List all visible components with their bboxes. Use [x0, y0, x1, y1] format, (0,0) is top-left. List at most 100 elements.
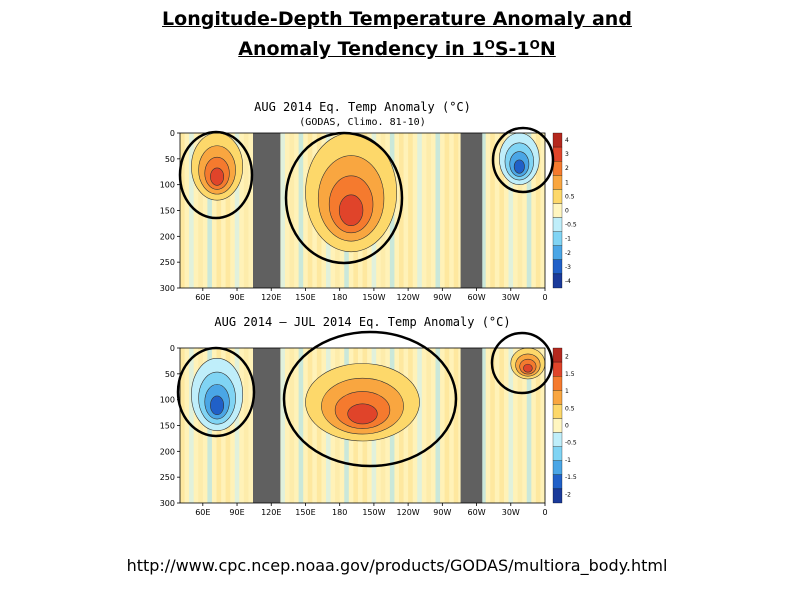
field-streak: [225, 133, 231, 288]
land-mask: [460, 133, 483, 288]
field-streak: [216, 133, 222, 288]
x-tick-label: 180: [332, 508, 347, 517]
colorbar-swatch: [552, 488, 563, 504]
x-tick-label: 150E: [295, 508, 315, 517]
x-tick-label: 0: [542, 508, 547, 517]
field-streak: [490, 348, 495, 503]
colorbar-swatch: [552, 361, 563, 377]
field-streak: [517, 133, 523, 288]
y-tick-label: 0: [170, 129, 175, 138]
field-streak: [453, 348, 459, 503]
colorbar-label: 0.5: [565, 405, 575, 412]
field-streak: [499, 348, 504, 503]
field-streak: [408, 133, 413, 288]
colorbar-swatch: [552, 245, 563, 260]
colorbar-swatch: [552, 432, 563, 447]
source-url: http://www.cpc.ncep.noaa.gov/products/GO…: [126, 556, 668, 575]
highlight-circle: [282, 330, 458, 468]
x-tick-label: 30W: [502, 508, 520, 517]
colorbar-swatch: [552, 189, 563, 204]
colorbar-swatch: [552, 474, 563, 490]
field-streak: [298, 133, 304, 288]
title-line-1: Longitude-Depth Temperature Anomaly and: [162, 8, 632, 30]
colorbar-label: 1.5: [565, 371, 575, 378]
field-streak: [426, 348, 431, 503]
field-streak: [435, 348, 441, 503]
highlight-circle: [491, 126, 555, 194]
field-streak: [517, 348, 523, 503]
x-tick-label: 0: [542, 293, 547, 302]
anomaly-contour: [210, 395, 225, 416]
y-tick-label: 250: [160, 473, 175, 482]
colorbar-label: 1: [565, 179, 569, 186]
field-streak: [180, 133, 185, 288]
y-tick-label: 150: [160, 422, 175, 431]
field-streak: [490, 133, 495, 288]
chart-aug2014-anomaly: AUG 2014 Eq. Temp Anomaly (°C) (GODAS, Cl…: [150, 95, 577, 302]
x-tick-label: 60W: [468, 293, 486, 302]
x-tick-label: 180: [332, 293, 347, 302]
x-tick-label: 90E: [229, 508, 244, 517]
x-tick-label: 60W: [468, 508, 486, 517]
colorbar-label: 0: [565, 423, 569, 430]
x-tick-label: 60E: [195, 508, 210, 517]
colorbar-swatch: [552, 132, 563, 148]
field-streak: [408, 348, 413, 503]
highlight-circle: [176, 346, 256, 438]
anomaly-contour: [513, 159, 525, 174]
y-tick-label: 0: [170, 344, 175, 353]
colorbar-label: -1: [565, 457, 571, 464]
colorbar-label: 2: [565, 165, 569, 172]
field-streak: [526, 348, 532, 503]
field-streak: [444, 348, 450, 503]
field-streak: [180, 348, 185, 503]
colorbar-label: 4: [565, 137, 569, 144]
field-streak: [499, 133, 504, 288]
colorbar-label: -2: [565, 250, 571, 257]
chart-aug2014-anomaly-svg: AUG 2014 Eq. Temp Anomaly (°C) (GODAS, Cl…: [160, 100, 577, 302]
colorbar-label: -4: [565, 278, 571, 285]
field-streak: [243, 348, 249, 503]
x-tick-label: 150W: [362, 293, 385, 302]
field-streak: [481, 133, 486, 288]
colorbar-label: 0.5: [565, 193, 575, 200]
colorbar-label: 1: [565, 388, 569, 395]
field-streak: [535, 133, 541, 288]
land-mask: [253, 348, 281, 503]
field-streak: [198, 133, 203, 288]
x-tick-label: 120W: [397, 508, 420, 517]
field-streak: [426, 133, 431, 288]
x-tick-label: 150E: [295, 293, 315, 302]
colorbar-swatch: [552, 203, 563, 218]
colorbar-swatch: [552, 273, 563, 289]
colorbar-swatch: [552, 259, 563, 275]
highlight-circle: [284, 131, 404, 265]
y-tick-label: 50: [165, 370, 175, 379]
anomaly-contour: [523, 363, 533, 373]
chart-title: AUG 2014 Eq. Temp Anomaly (°C): [254, 100, 471, 114]
field-streak: [417, 133, 422, 288]
colorbar-label: 3: [565, 151, 569, 158]
title-degree-1: O: [484, 38, 495, 52]
field-streak: [435, 133, 441, 288]
x-tick-label: 120W: [397, 293, 420, 302]
title-line-2-pre: Anomaly Tendency in 1: [238, 38, 485, 60]
chart-title: AUG 2014 – JUL 2014 Eq. Temp Anomaly (°C…: [214, 315, 510, 329]
colorbar-swatch: [552, 347, 563, 363]
field-streak: [526, 133, 532, 288]
title-line-2: Anomaly Tendency in 1OS-1ON: [0, 32, 794, 62]
colorbar-swatch: [552, 390, 563, 405]
colorbar-swatch: [552, 404, 563, 419]
chart-subtitle: (GODAS, Climo. 81-10): [299, 117, 425, 128]
field-streak: [453, 133, 459, 288]
highlight-circle: [490, 331, 554, 395]
y-tick-label: 250: [160, 258, 175, 267]
y-tick-label: 300: [160, 284, 175, 293]
x-tick-label: 30W: [502, 293, 520, 302]
y-tick-label: 150: [160, 207, 175, 216]
y-tick-label: 300: [160, 499, 175, 508]
colorbar-swatch: [552, 217, 563, 232]
title-degree-2: O: [529, 38, 540, 52]
field-streak: [280, 348, 285, 503]
field-streak: [289, 133, 295, 288]
